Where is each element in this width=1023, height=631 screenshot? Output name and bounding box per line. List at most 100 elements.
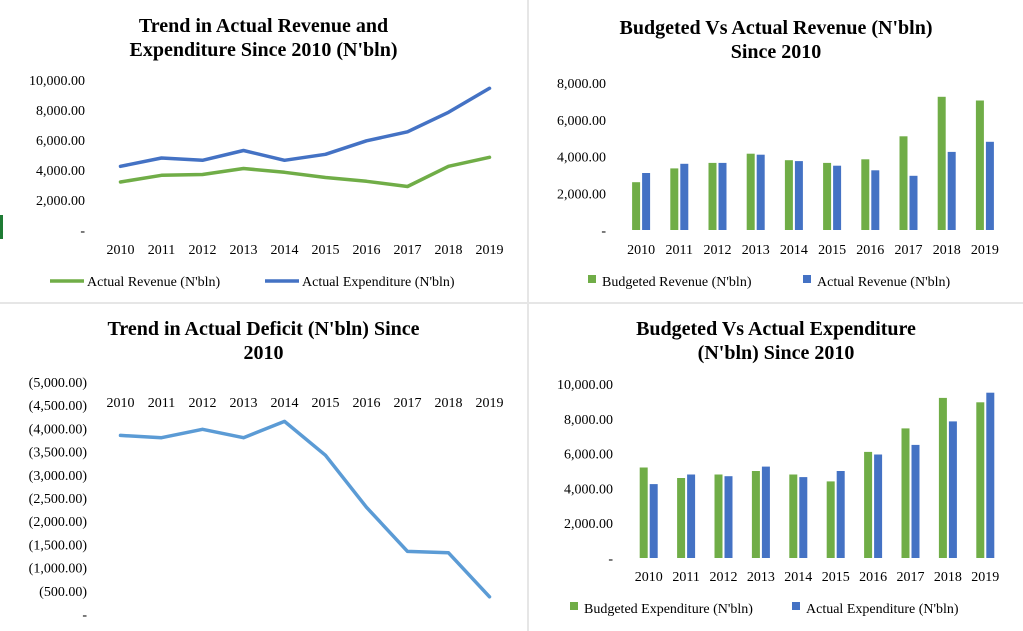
y-tick-label: (1,500.00) <box>29 538 88 553</box>
y-tick-label: 8,000.00 <box>564 413 613 428</box>
bar-series-1 <box>861 159 870 230</box>
bar-series-2 <box>687 474 696 558</box>
bar-series-1 <box>899 136 908 230</box>
bar-series-2 <box>756 154 765 230</box>
y-tick-label: 2,000.00 <box>36 194 85 209</box>
y-tick-label: - <box>601 224 606 239</box>
bar-series-2 <box>761 466 770 558</box>
x-tick-label: 2017 <box>897 570 925 585</box>
bar-series-1 <box>789 474 798 558</box>
bar-series-1 <box>751 471 760 558</box>
bar-series-2 <box>948 421 957 558</box>
x-tick-label: 2017 <box>394 396 422 411</box>
x-tick-label: 2017 <box>394 243 422 258</box>
x-tick-label: 2016 <box>353 396 381 411</box>
y-tick-label: (4,500.00) <box>29 399 88 414</box>
x-tick-label: 2019 <box>476 396 504 411</box>
y-tick-label: 10,000.00 <box>29 74 85 89</box>
bar-series-2 <box>874 454 883 558</box>
x-tick-label: 2010 <box>107 243 135 258</box>
bar-series-1 <box>677 478 686 558</box>
budget-vs-actual-revenue-bar-chart: - 2,000.00 4,000.00 6,000.00 8,000.00 2010 201… <box>557 77 999 290</box>
x-tick-label: 2011 <box>666 243 693 258</box>
x-tick-label: 2014 <box>784 570 812 585</box>
chart-title: Trend in Actual Revenue and Expenditure … <box>0 14 527 62</box>
deficit-trend-panel: Trend in Actual Deficit (N'bln) Since 20… <box>0 304 527 631</box>
x-tick-label: 2011 <box>148 243 175 258</box>
legend-label-2: Actual Expenditure (N'bln) <box>806 602 959 617</box>
x-tick-label: 2019 <box>476 243 504 258</box>
bar-series-1 <box>976 402 985 558</box>
bar-series-2 <box>911 444 920 558</box>
budget-vs-actual-expenditure-bar-chart: - 2,000.00 4,000.00 6,000.00 8,000.00 10,000.… <box>557 378 999 617</box>
x-tick-label: 2012 <box>189 396 217 411</box>
chart-title-line-2: Expenditure Since 2010 (N'bln) <box>129 39 398 61</box>
y-tick-label: 8,000.00 <box>36 104 85 119</box>
legend-label-1: Actual Revenue (N'bln) <box>87 275 220 290</box>
x-tick-label: 2018 <box>435 243 463 258</box>
x-tick-label: 2016 <box>353 243 381 258</box>
chart-title: Trend in Actual Deficit (N'bln) Since 20… <box>0 317 527 365</box>
y-tick-label: - <box>82 608 87 623</box>
x-tick-label: 2012 <box>710 570 738 585</box>
chart-title-line-1: Trend in Actual Revenue and <box>138 15 389 37</box>
x-tick-label: 2016 <box>859 570 887 585</box>
y-tick-label: (3,000.00) <box>29 469 88 484</box>
bar-series-2 <box>718 162 727 230</box>
cell-marker <box>0 215 3 239</box>
x-tick-label: 2013 <box>742 243 770 258</box>
x-tick-label: 2010 <box>107 396 135 411</box>
bar-series-1 <box>938 397 947 558</box>
y-tick-label: (3,500.00) <box>29 446 88 461</box>
y-tick-label: 10,000.00 <box>557 378 613 393</box>
bar-series-1 <box>937 96 946 230</box>
series-line-1 <box>118 155 492 189</box>
y-tick-label: 8,000.00 <box>557 77 606 92</box>
chart-title-line-2: (N'bln) Since 2010 <box>697 342 855 364</box>
y-tick-label: (1,000.00) <box>29 562 88 577</box>
y-tick-label: 6,000.00 <box>557 114 606 129</box>
bar-series-2 <box>649 484 658 558</box>
budget-vs-actual-expenditure-panel: Budgeted Vs Actual Expenditure (N'bln) S… <box>529 304 1023 631</box>
x-tick-label: 2015 <box>818 243 846 258</box>
bar-series-1 <box>975 100 984 230</box>
y-tick-label: (500.00) <box>39 585 87 600</box>
x-tick-label: 2018 <box>435 396 463 411</box>
x-tick-label: 2015 <box>312 243 340 258</box>
bar-series-2 <box>909 175 918 230</box>
chart-title: Budgeted Vs Actual Expenditure (N'bln) S… <box>529 317 1023 365</box>
x-tick-label: 2019 <box>971 243 999 258</box>
bar-series-1 <box>901 428 910 558</box>
y-tick-label: 4,000.00 <box>36 164 85 179</box>
x-tick-label: 2015 <box>822 570 850 585</box>
chart-title: Budgeted Vs Actual Revenue (N'bln) Since… <box>529 16 1023 64</box>
legend-swatch-2 <box>803 275 811 283</box>
legend-label-1: Budgeted Revenue (N'bln) <box>602 275 752 290</box>
bar-series-1 <box>826 481 835 558</box>
x-tick-label: 2012 <box>189 243 217 258</box>
deficit-line-chart: - (500.00) (1,000.00) (1,500.00) (2,000.00) (… <box>29 376 504 623</box>
bar-series-1 <box>639 467 648 558</box>
y-tick-label: - <box>608 552 613 567</box>
y-tick-label: 4,000.00 <box>557 151 606 166</box>
bar-series-2 <box>833 165 842 230</box>
legend-swatch-1 <box>588 275 596 283</box>
bar-series-1 <box>864 451 873 558</box>
y-tick-label: (4,000.00) <box>29 422 88 437</box>
bar-series-2 <box>724 476 733 558</box>
x-tick-label: 2011 <box>148 396 175 411</box>
bar-series-2 <box>986 392 995 558</box>
x-tick-label: 2016 <box>856 243 884 258</box>
legend-label-1: Budgeted Expenditure (N'bln) <box>584 602 753 617</box>
y-tick-label: 2,000.00 <box>557 187 606 202</box>
y-tick-label: 2,000.00 <box>564 517 613 532</box>
bar-series-1 <box>670 168 679 230</box>
y-tick-label: (5,000.00) <box>29 376 88 391</box>
bar-series-1 <box>823 162 832 230</box>
bar-series-2 <box>947 151 956 230</box>
y-tick-label: (2,500.00) <box>29 492 88 507</box>
y-tick-label: 4,000.00 <box>564 482 613 497</box>
bar-series-2 <box>985 141 994 230</box>
legend-swatch-2 <box>792 602 800 610</box>
x-tick-label: 2015 <box>312 396 340 411</box>
